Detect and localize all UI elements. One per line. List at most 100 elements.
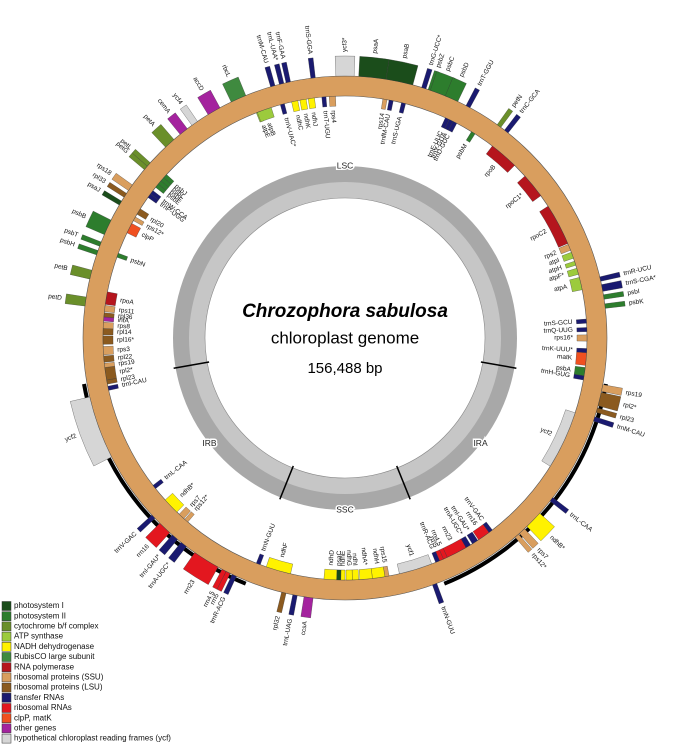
legend-swatch [1, 733, 12, 744]
gene-label: ycf2 [539, 426, 553, 438]
gene-label: ycf1 [405, 544, 415, 558]
legend-label: RubisCO large subunit [14, 652, 95, 661]
gene [566, 268, 579, 278]
gene-label: rps15 [378, 546, 388, 564]
gene-label: trnH-GUG [540, 368, 570, 380]
gene-label: petB [54, 262, 69, 272]
gene [336, 569, 342, 581]
gene-label: psbK [628, 298, 644, 307]
gene-label: ycf4 [171, 92, 184, 106]
gene [145, 523, 170, 548]
legend-swatch [1, 703, 12, 713]
gene-label: trnM-CAU [616, 423, 646, 439]
region-label: IRA [473, 438, 488, 448]
gene [102, 335, 114, 345]
legend-label: cytochrome b/f complex [14, 622, 98, 631]
gene [164, 493, 185, 513]
gene [519, 528, 539, 549]
gene [77, 243, 99, 256]
legend-swatch [1, 601, 12, 611]
gene-label: rps8 [117, 323, 130, 331]
gene [256, 553, 264, 565]
gene [104, 362, 115, 368]
gene-label: trnT-UGU [321, 111, 330, 140]
legend-label: ribosomal proteins (LSU) [14, 683, 103, 692]
legend-swatch [1, 723, 12, 734]
legend-swatch [1, 611, 12, 621]
gene-label: trnL-CAA [568, 511, 594, 533]
gene-label: matK [557, 353, 573, 361]
gene-label: psbZ [435, 53, 446, 69]
gene-label: rps11 [118, 307, 135, 316]
gene [575, 352, 587, 366]
gene [151, 124, 175, 148]
legend-label: ATP synthase [14, 632, 64, 641]
gene [158, 534, 178, 556]
gene-ring [83, 76, 607, 600]
gene [517, 175, 541, 202]
gene [180, 104, 198, 126]
gene [345, 569, 353, 581]
legend-label: clpP, matK [14, 713, 52, 722]
gene [197, 89, 221, 115]
gene-label: ndhD [328, 550, 336, 566]
gene [150, 190, 162, 201]
gene [183, 552, 219, 585]
gene [601, 384, 623, 396]
gene-label: ndhC [294, 114, 304, 131]
gene [126, 223, 141, 238]
gene [222, 76, 246, 103]
legend-label: other genes [14, 724, 56, 733]
legend-swatch [1, 682, 12, 693]
gene-label: trnS-GCU [544, 319, 573, 328]
legend-label: hypothetical chloroplast reading frames … [14, 734, 171, 743]
gene [276, 592, 287, 613]
title: Chrozophora sabulosa [242, 301, 448, 322]
legend-label: transfer RNAs [14, 693, 64, 702]
gene [167, 112, 188, 135]
gene-label: rpl36 [118, 313, 133, 321]
gene [597, 392, 622, 412]
gene-label: petD [48, 293, 63, 302]
gene-label: rpl23 [120, 374, 136, 384]
gene-label: rrn16 [135, 543, 151, 559]
gene [70, 264, 93, 280]
gene-label: trnL-UAG [282, 618, 294, 646]
region-boundary [396, 465, 411, 500]
legend-label: photosystem I [14, 601, 64, 610]
gene-label: trnL-CAA [163, 459, 189, 481]
gene [323, 568, 338, 581]
gene-label: psbT [63, 227, 79, 239]
gene [603, 291, 625, 300]
gene [103, 355, 115, 363]
gene [280, 103, 288, 115]
gene-label: ccsA [300, 620, 309, 636]
gene [569, 277, 583, 292]
gene-label: rrn5 [209, 592, 221, 606]
gene-label: rps4 [329, 110, 337, 123]
gene-label: petA [142, 113, 157, 128]
gene [136, 514, 156, 533]
region-label: LSC [337, 160, 354, 170]
gene-label: psaA [372, 38, 381, 54]
gene [102, 345, 114, 356]
gene [131, 149, 151, 167]
gene [599, 271, 621, 282]
legend-label: ribosomal RNAs [14, 703, 72, 712]
gene [106, 182, 127, 198]
gene-label: atpH [548, 264, 564, 275]
gene [168, 542, 187, 563]
gene [80, 234, 102, 247]
gene-label: clpP [140, 232, 154, 244]
gene-label: rps19 [118, 359, 135, 368]
gene [514, 534, 533, 553]
gene [486, 145, 515, 173]
gene [105, 291, 118, 306]
gene [573, 374, 585, 381]
legend-label: RNA polymerase [14, 662, 75, 671]
gene [596, 407, 617, 419]
gene [136, 208, 149, 220]
gene-label: psbM [455, 143, 469, 160]
gene-label: rpl14 [117, 329, 132, 336]
gene-label: rps2 [543, 249, 558, 260]
